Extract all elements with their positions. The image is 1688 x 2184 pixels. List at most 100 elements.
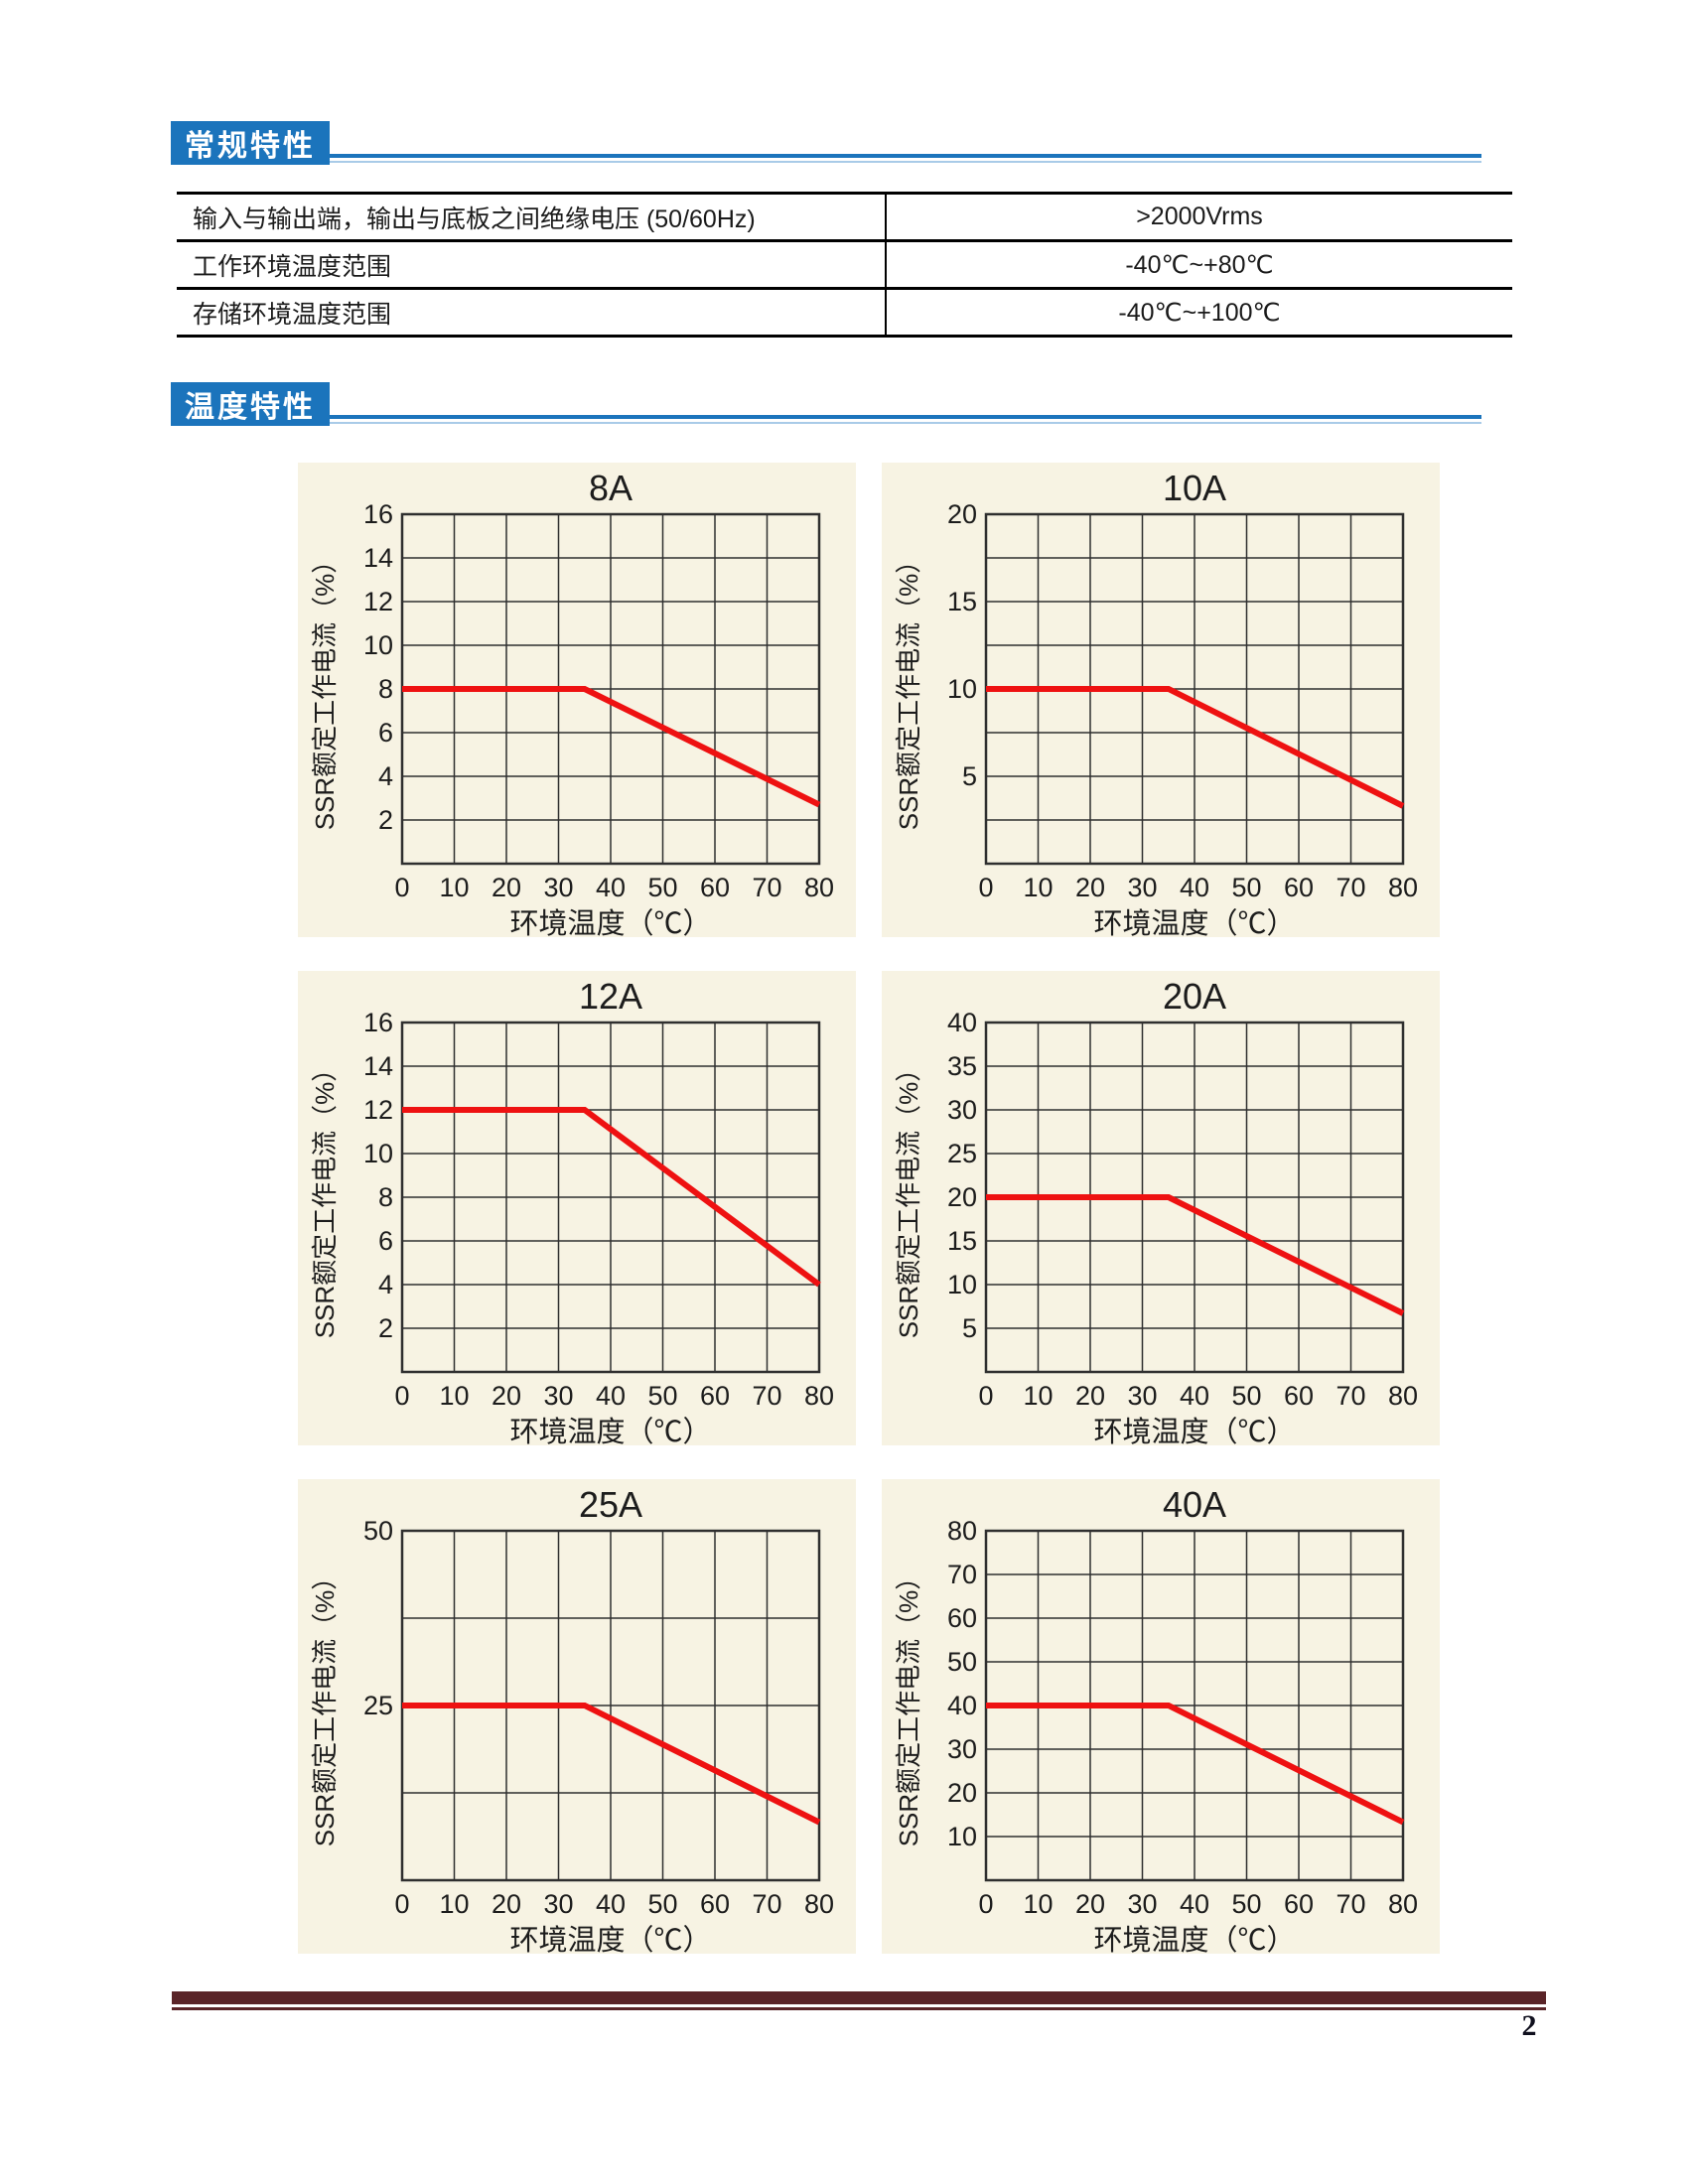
table-cell-value: >2000Vrms (886, 192, 1512, 242)
x-tick-label: 20 (1075, 873, 1105, 902)
derating-chart-svg: 50 25 0 10 20 30 40 50 60 70 80 25A 环境温度（℃） SSR额定工作电流… (310, 1484, 834, 1954)
y-tick-label: 4 (378, 1270, 393, 1299)
x-tick-label: 10 (1023, 1381, 1053, 1411)
x-axis-label: 环境温度（℃） (509, 1416, 711, 1445)
y-tick-label: 35 (947, 1051, 977, 1081)
page-number: 2 (1521, 2009, 1537, 2042)
y-tick-label: 50 (363, 1516, 393, 1546)
chart-row: 16 14 12 10 8 6 4 2 0 10 20 30 40 50 60 70 80 12A 环境温度（℃） S… (298, 971, 1440, 1445)
x-tick-label: 80 (1388, 873, 1418, 902)
y-tick-label: 6 (378, 718, 393, 748)
y-tick-label: 20 (947, 1182, 977, 1212)
x-tick-label: 60 (1284, 1381, 1314, 1411)
x-tick-label: 50 (647, 1381, 677, 1411)
footer-thick-rule (172, 1991, 1546, 2004)
chart-title: 20A (1163, 976, 1226, 1017)
section-rule-thin (173, 161, 1481, 163)
x-tick-label: 80 (1388, 1889, 1418, 1919)
x-tick-label: 60 (1284, 873, 1314, 902)
y-tick-label: 10 (947, 674, 977, 704)
section-rule (173, 415, 1481, 419)
footer-thin-rule (172, 2007, 1546, 2010)
section-header-general: 常规特性 (171, 121, 1481, 169)
x-tick-label: 70 (1336, 873, 1365, 902)
x-tick-label: 50 (1231, 1889, 1261, 1919)
chart-panel-10a: 20 15 10 5 0 10 20 30 40 50 60 70 80 10A 环境温度（℃） SSR额定工… (882, 463, 1440, 937)
chart-panel-20a: 40 35 30 25 20 15 10 5 0 10 20 30 40 50 60 70 80 20A 环境温度（… (882, 971, 1440, 1445)
table-cell-value: -40℃~+80℃ (886, 239, 1512, 290)
x-tick-label: 50 (647, 1889, 677, 1919)
general-characteristics-table: 输入与输出端，输出与底板之间绝缘电压 (50/60Hz) >2000Vrms 工… (177, 192, 1512, 338)
y-tick-label: 8 (378, 674, 393, 704)
x-tick-label: 60 (700, 873, 730, 902)
y-axis-label: SSR额定工作电流（%） (894, 1056, 923, 1339)
x-tick-label: 70 (752, 873, 781, 902)
x-tick-label: 0 (978, 1889, 993, 1919)
table-cell-param: 工作环境温度范围 (177, 239, 887, 290)
y-tick-label: 10 (363, 1139, 393, 1168)
x-tick-label: 40 (1180, 1381, 1209, 1411)
section-title-temperature: 温度特性 (185, 391, 316, 424)
y-tick-label: 30 (947, 1095, 977, 1125)
derating-curve (402, 686, 821, 808)
x-tick-label: 60 (1284, 1889, 1314, 1919)
x-tick-label: 30 (543, 1381, 573, 1411)
x-tick-label: 70 (752, 1889, 781, 1919)
y-tick-label: 4 (378, 761, 393, 791)
y-tick-label: 60 (947, 1603, 977, 1633)
x-tick-label: 0 (978, 873, 993, 902)
x-tick-label: 0 (978, 1381, 993, 1411)
y-axis-label: SSR额定工作电流（%） (894, 548, 923, 831)
derating-curve (402, 1107, 821, 1288)
table-row: 工作环境温度范围 -40℃~+80℃ (177, 239, 1512, 290)
y-tick-label: 10 (947, 1270, 977, 1299)
derating-curve (986, 1194, 1405, 1316)
chart-panel-25a: 50 25 0 10 20 30 40 50 60 70 80 25A 环境温度（℃） SSR额定工作电流… (298, 1479, 856, 1954)
chart-panel-12a: 16 14 12 10 8 6 4 2 0 10 20 30 40 50 60 70 80 12A 环境温度（℃） S… (298, 971, 856, 1445)
x-axis-label: 环境温度（℃） (509, 907, 711, 937)
y-tick-label: 20 (947, 1778, 977, 1808)
y-tick-label: 40 (947, 1008, 977, 1037)
derating-curve (986, 686, 1405, 809)
y-tick-label: 20 (947, 499, 977, 529)
x-tick-label: 80 (804, 1381, 834, 1411)
y-tick-label: 5 (962, 761, 977, 791)
section-rule-thin (173, 422, 1481, 424)
x-tick-label: 0 (394, 1381, 409, 1411)
x-axis-label: 环境温度（℃） (1093, 1924, 1295, 1954)
table-row: 输入与输出端，输出与底板之间绝缘电压 (50/60Hz) >2000Vrms (177, 192, 1512, 242)
y-tick-label: 14 (363, 1051, 393, 1081)
y-tick-label: 12 (363, 587, 393, 616)
table-cell-param: 存储环境温度范围 (177, 287, 887, 338)
y-tick-label: 12 (363, 1095, 393, 1125)
x-tick-label: 40 (596, 873, 626, 902)
chart-title: 8A (589, 468, 633, 508)
y-tick-label: 6 (378, 1226, 393, 1256)
x-tick-label: 50 (647, 873, 677, 902)
section-title-general: 常规特性 (185, 130, 316, 163)
section-header-temperature: 温度特性 (171, 382, 1481, 430)
x-tick-label: 20 (1075, 1381, 1105, 1411)
y-tick-label: 8 (378, 1182, 393, 1212)
x-tick-label: 40 (596, 1381, 626, 1411)
x-tick-label: 30 (1127, 1381, 1157, 1411)
section-title-box-general: 常规特性 (171, 121, 330, 165)
x-tick-label: 20 (492, 873, 521, 902)
y-tick-label: 70 (947, 1560, 977, 1589)
y-tick-label: 10 (947, 1822, 977, 1851)
x-tick-label: 50 (1231, 873, 1261, 902)
x-tick-label: 0 (394, 873, 409, 902)
y-axis-label: SSR额定工作电流（%） (310, 548, 340, 831)
y-tick-label: 14 (363, 543, 393, 573)
table-row: 存储环境温度范围 -40℃~+100℃ (177, 287, 1512, 338)
x-tick-label: 60 (700, 1381, 730, 1411)
x-tick-label: 20 (492, 1889, 521, 1919)
y-tick-label: 5 (962, 1313, 977, 1343)
y-tick-label: 50 (947, 1647, 977, 1677)
y-tick-label: 30 (947, 1734, 977, 1764)
x-tick-label: 20 (1075, 1889, 1105, 1919)
x-tick-label: 40 (596, 1889, 626, 1919)
section-title-box-temperature: 温度特性 (171, 382, 330, 426)
